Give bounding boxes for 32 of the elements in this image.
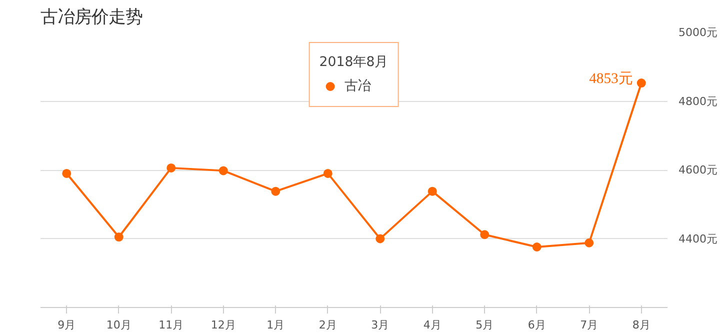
x-tick-label: 7月 — [580, 318, 598, 332]
x-tick-label: 4月 — [423, 318, 442, 332]
data-label: 4853元 — [589, 71, 634, 88]
y-tick-label: 4800元 — [678, 94, 718, 108]
x-tick-label: 3月 — [371, 318, 390, 332]
x-tick-label: 12月 — [210, 318, 236, 332]
x-tick-label: 10月 — [106, 318, 132, 332]
x-tick-label: 5月 — [476, 318, 494, 332]
x-tick-label: 1月 — [266, 318, 285, 332]
point — [376, 234, 385, 244]
point — [636, 78, 646, 88]
point — [271, 186, 280, 196]
point — [480, 230, 490, 240]
point — [532, 242, 542, 252]
x-tick-label: 9月 — [58, 318, 76, 332]
annotation: 2018年8月 — [319, 54, 388, 71]
x-tick-label: 2月 — [318, 318, 337, 332]
chart-title: 古冶房价走势 — [40, 8, 142, 28]
y-tick-label: 4400元 — [678, 232, 718, 246]
legend-label: 古冶 — [344, 78, 370, 95]
point — [166, 163, 176, 172]
point — [428, 186, 437, 196]
point — [114, 232, 124, 242]
y-tick-label: 4600元 — [678, 164, 718, 176]
point — [584, 238, 594, 248]
x-tick-label: 8月 — [632, 318, 650, 332]
x-tick-label: 11月 — [158, 318, 184, 332]
y-tick-label: 5000元 — [678, 26, 718, 39]
point — [323, 168, 332, 178]
x-tick-label: 6月 — [528, 318, 546, 332]
point — [218, 166, 228, 176]
point — [62, 168, 72, 178]
